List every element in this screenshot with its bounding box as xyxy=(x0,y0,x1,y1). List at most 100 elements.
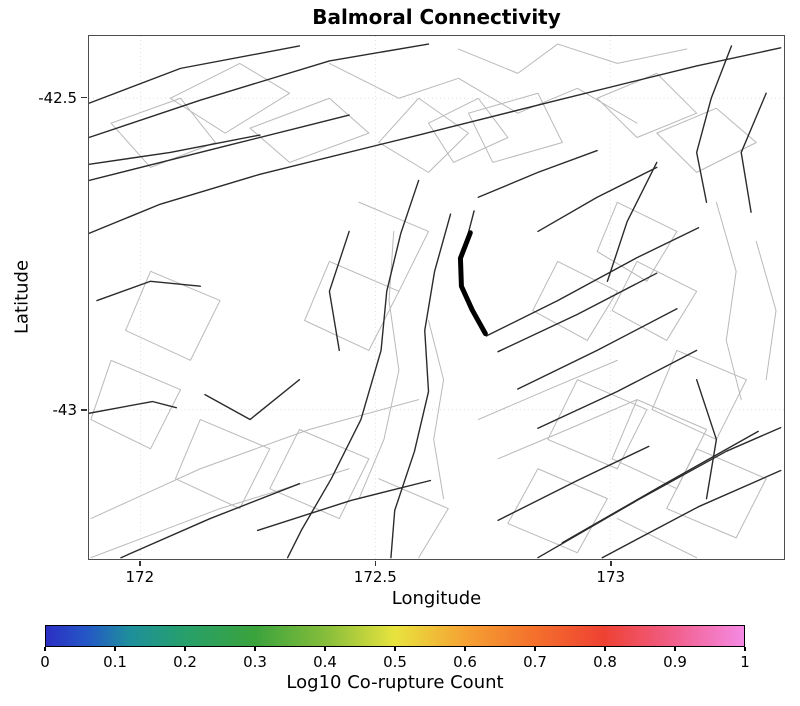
colorbar-tick-mark xyxy=(394,647,396,651)
fault-traces-background-polyline xyxy=(174,419,271,510)
colorbar-tick-mark xyxy=(114,647,116,651)
x-tick-label: 172 xyxy=(125,568,155,586)
fault-traces-background-polyline xyxy=(358,230,400,500)
fault-traces-background-polyline xyxy=(715,201,742,401)
chart-title: Balmoral Connectivity xyxy=(312,5,561,29)
fault-traces-background-polyline xyxy=(169,62,291,134)
fault-traces-connected-polyline xyxy=(695,45,733,203)
colorbar-tick-mark xyxy=(604,647,606,651)
colorbar-tick-label: 0.8 xyxy=(593,653,617,671)
fault-traces-background-polyline xyxy=(110,97,216,168)
colorbar-tick-mark xyxy=(324,647,326,651)
fault-traces-connected-polyline xyxy=(601,469,782,559)
fault-traces-background-polyline xyxy=(616,518,698,559)
plot-svg xyxy=(89,36,784,559)
fault-traces-background-polyline xyxy=(304,260,400,351)
colorbar-tick-label: 1 xyxy=(740,653,750,671)
fault-traces-connected-polyline xyxy=(256,479,432,532)
colorbar-tick-label: 0.9 xyxy=(663,653,687,671)
fault-traces-background-polyline xyxy=(90,399,420,520)
fault-traces-connected-polyline xyxy=(89,400,178,414)
fault-traces-connected-polyline xyxy=(561,430,759,544)
fault-traces-background-polyline xyxy=(596,201,678,282)
fault-traces-background-polyline xyxy=(378,97,469,173)
fault-traces-connected-polyline xyxy=(606,161,658,282)
x-tick-label: 172.5 xyxy=(353,568,397,586)
fault-traces-connected-polyline xyxy=(89,45,301,104)
fault-traces-background-polyline xyxy=(269,428,370,520)
fault-traces-background-polyline xyxy=(477,359,618,421)
colorbar-tick-mark xyxy=(44,647,46,651)
fault-traces-background-polyline xyxy=(428,320,445,500)
colorbar-tick-label: 0.5 xyxy=(383,653,407,671)
fault-traces-background-polyline xyxy=(90,359,182,450)
colorbar-tick-label: 0 xyxy=(40,653,50,671)
fault-traces-connected-polyline xyxy=(96,280,201,302)
fault-traces-background-polyline xyxy=(358,201,430,292)
fault-traces-connected-polyline xyxy=(390,213,452,559)
fault-traces-connected-polyline xyxy=(537,426,782,559)
fault-traces-connected-polyline xyxy=(537,349,698,429)
x-axis-label: Longitude xyxy=(391,588,482,609)
colorbar-tick-mark xyxy=(674,647,676,651)
fault-traces-connected-polyline xyxy=(485,227,700,337)
y-tick-mark xyxy=(81,409,87,411)
colorbar-tick-mark xyxy=(534,647,536,651)
colorbar-label: Log10 Co-rupture Count xyxy=(286,672,504,693)
fault-traces-background-polyline xyxy=(467,92,563,163)
fault-traces-background-polyline xyxy=(249,97,370,163)
fault-traces-background-polyline xyxy=(497,399,638,460)
colorbar-tick-mark xyxy=(464,647,466,651)
fault-traces-background-polyline xyxy=(532,260,618,341)
fault-traces-background-polyline xyxy=(547,379,648,470)
fault-traces-connected-polyline xyxy=(467,210,475,234)
fault-traces-background-polyline xyxy=(507,468,608,554)
colorbar-tick-label: 0.3 xyxy=(243,653,267,671)
fault-traces-background-polyline xyxy=(125,270,221,361)
fault-traces-connected-polyline xyxy=(89,114,350,182)
colorbar-tick-label: 0.4 xyxy=(313,653,337,671)
x-tick-mark xyxy=(610,561,612,566)
fault-traces-connected-polyline xyxy=(477,149,598,198)
colorbar-tick-mark xyxy=(184,647,186,651)
fault-traces-background-polyline xyxy=(428,97,509,163)
fault-traces-connected-polyline xyxy=(740,92,767,213)
fault-traces-connected-polyline xyxy=(89,43,430,139)
fault-traces-connected-polyline xyxy=(517,308,678,390)
fault-traces-connected-polyline xyxy=(204,378,301,421)
fault-traces-background-polyline xyxy=(656,107,757,173)
fault-traces-connected-polyline xyxy=(328,230,350,352)
y-tick-label: -42.5 xyxy=(38,88,77,107)
fault-traces-connected-polyline xyxy=(537,166,658,233)
x-tick-label: 173 xyxy=(596,568,626,586)
y-axis-label: Latitude xyxy=(11,259,33,335)
y-tick-label: -43 xyxy=(52,401,78,419)
fault-traces-connected-polyline xyxy=(497,445,650,522)
fault-traces-background-polyline xyxy=(458,43,559,74)
fault-traces-background-polyline xyxy=(90,468,350,559)
colorbar xyxy=(45,625,745,647)
fault-traces-background-polyline xyxy=(596,72,698,139)
fault-traces-connected-polyline xyxy=(695,378,718,500)
balmoral-highlight-polyline xyxy=(457,230,488,337)
plot-area xyxy=(88,35,785,560)
fault-traces-background-polyline xyxy=(328,62,638,124)
y-tick-mark xyxy=(81,96,87,99)
fault-traces-background-polyline xyxy=(666,448,767,539)
fault-traces-background-polyline xyxy=(755,240,777,381)
fault-traces-connected-polyline xyxy=(286,179,420,559)
colorbar-tick-label: 0.1 xyxy=(103,653,127,671)
colorbar-tick-label: 0.6 xyxy=(453,653,477,671)
x-tick-mark xyxy=(139,561,141,566)
fault-traces-connected-polyline xyxy=(497,272,658,353)
fault-traces-connected-polyline xyxy=(89,47,782,235)
fault-traces-connected-polyline xyxy=(89,134,261,166)
colorbar-tick-mark xyxy=(254,647,256,651)
colorbar-tick-label: 0.7 xyxy=(523,653,547,671)
fault-traces-background-polyline xyxy=(611,260,698,341)
colorbar-tick-mark xyxy=(744,647,746,651)
colorbar-tick-label: 0.2 xyxy=(173,653,197,671)
x-tick-mark xyxy=(374,561,377,566)
fault-traces-connected-polyline xyxy=(120,482,301,559)
